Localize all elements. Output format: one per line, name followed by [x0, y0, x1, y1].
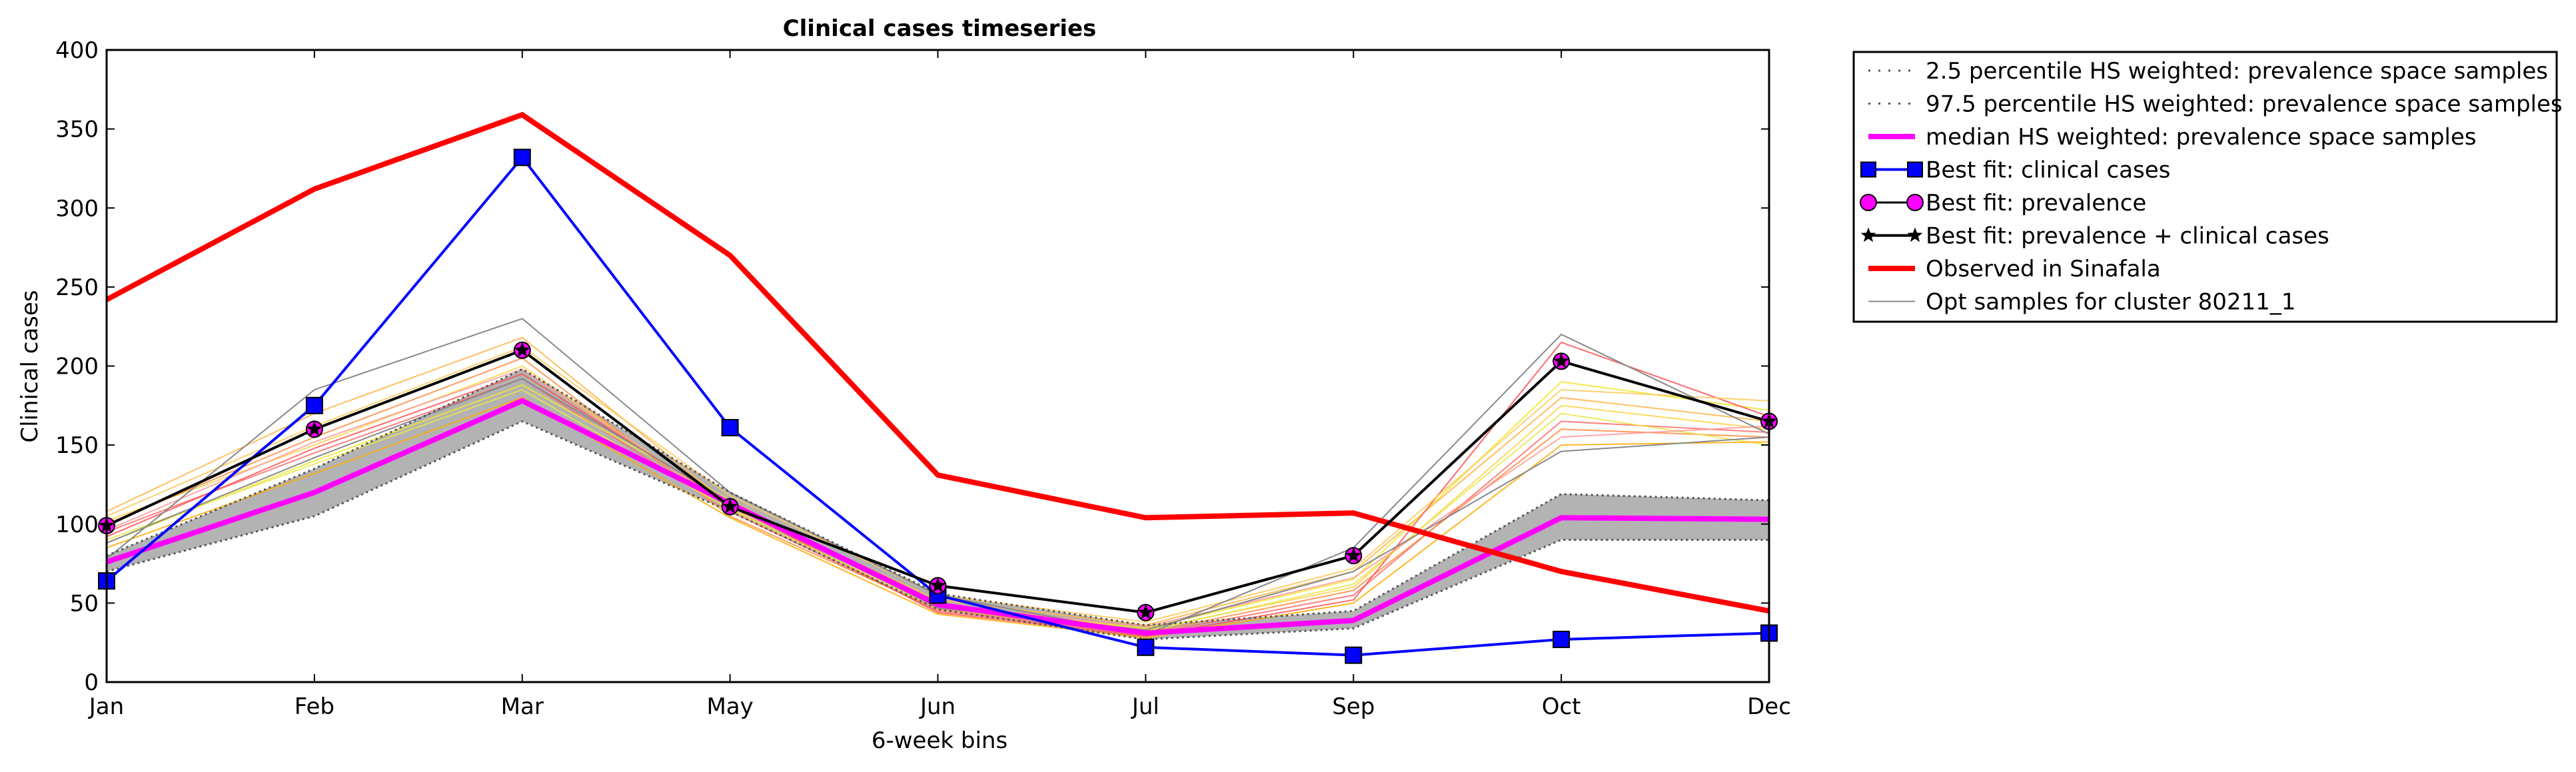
point-bestfit-clinical-Oct	[1553, 630, 1571, 648]
y-tick-label-400: 400	[55, 37, 99, 64]
plot-area	[98, 111, 1778, 664]
y-axis-title: Clinical cases	[17, 290, 43, 442]
y-tick-label-50: 50	[70, 590, 99, 617]
legend-entry-6-marker-b	[1907, 227, 1923, 242]
y-tick-label-200: 200	[55, 354, 99, 380]
x-tick-label-Sep: Sep	[1332, 693, 1375, 720]
point-bestfit-clinical-Mar	[513, 149, 531, 167]
sample-line-10	[107, 396, 1769, 639]
point-bestfit-clinical-Sep	[1345, 646, 1363, 664]
legend-entry-6-marker-a	[1860, 227, 1876, 242]
x-tick-label-May: May	[706, 693, 753, 720]
legend-entry-2-label: 97.5 percentile HS weighted: prevalence …	[1926, 91, 2563, 118]
y-tick-label-250: 250	[55, 274, 99, 301]
point-bestfit-clinical-Jul	[1137, 638, 1155, 656]
y-tick-label-350: 350	[55, 117, 99, 143]
y-tick-label-150: 150	[55, 432, 99, 459]
legend: 2.5 percentile HS weighted: prevalence s…	[1852, 51, 2563, 323]
x-tick-label-Jun: Jun	[919, 693, 956, 720]
legend-entry-4-label: Best fit: clinical cases	[1926, 157, 2170, 184]
point-bestfit-clinical-Feb	[305, 396, 323, 414]
legend-entry-5-marker-a	[1860, 194, 1877, 211]
legend-entry-5-marker-b	[1906, 194, 1924, 211]
x-tick-label-Mar: Mar	[501, 693, 544, 720]
sample-line-3	[107, 378, 1769, 635]
opt-sample-line-extra-1	[107, 378, 1769, 631]
y-tick-label-0: 0	[84, 669, 99, 696]
series-observed-line	[107, 111, 1769, 614]
y-tick-label-300: 300	[55, 195, 99, 222]
legend-entry-4-marker-a	[1860, 161, 1876, 178]
point-bestfit-combined-Oct	[1553, 352, 1569, 368]
x-tick-label-Jul: Jul	[1131, 693, 1159, 720]
legend-entry-6-label: Best fit: prevalence + clinical cases	[1926, 223, 2329, 250]
legend-entry-8-label: Opt samples for cluster 80211_1	[1926, 289, 2295, 316]
chart-title: Clinical cases timeseries	[783, 15, 1097, 42]
legend-entry-4-marker-b	[1907, 161, 1923, 178]
point-bestfit-combined-May	[722, 498, 738, 514]
y-tick-label-100: 100	[55, 512, 99, 538]
plot-content	[107, 111, 1769, 657]
point-bestfit-combined-Jul	[1137, 604, 1154, 619]
legend-entry-3-label: median HS weighted: prevalence space sam…	[1926, 124, 2477, 151]
legend-entry-5-label: Best fit: prevalence	[1926, 190, 2146, 216]
sample-line-5	[107, 357, 1769, 634]
x-tick-label-Dec: Dec	[1747, 693, 1791, 720]
x-tick-label-Jan: Jan	[88, 693, 124, 720]
legend-entry-1-label: 2.5 percentile HS weighted: prevalence s…	[1926, 58, 2548, 85]
point-bestfit-combined-Mar	[514, 342, 530, 357]
legend-box	[1852, 51, 2558, 323]
x-tick-label-Oct: Oct	[1542, 693, 1581, 720]
legend-entry-7-label: Observed in Sinafala	[1926, 256, 2161, 282]
point-bestfit-combined-Feb	[307, 420, 322, 436]
point-bestfit-combined-Jun	[930, 577, 946, 593]
sample-line-6	[107, 341, 1769, 637]
x-tick-label-Feb: Feb	[295, 693, 334, 720]
point-bestfit-combined-Sep	[1345, 547, 1362, 563]
axes: 0 50 100 150 200 250 300 350 400 Jan Feb Mar May Jun J…	[55, 37, 1791, 720]
point-bestfit-clinical-May	[721, 419, 739, 437]
x-axis-title: 6-week bins	[872, 727, 1007, 754]
